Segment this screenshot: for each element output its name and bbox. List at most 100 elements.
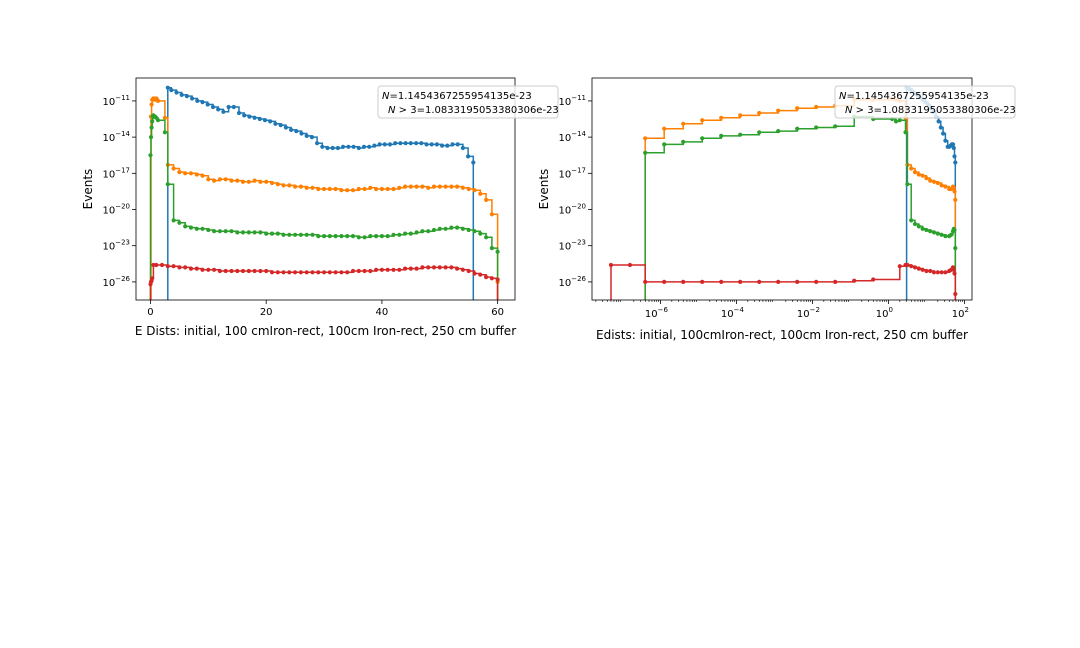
series-3-point	[776, 129, 781, 134]
legend-line-1: N=1.1454367255954135e-23	[382, 91, 532, 102]
series-2-point	[738, 113, 743, 118]
series-3-point	[916, 224, 921, 229]
series-3-point	[316, 234, 321, 239]
series-1-point	[221, 109, 226, 114]
series-3-point	[931, 230, 937, 235]
series-4-point	[350, 268, 356, 274]
legend-box	[834, 85, 1016, 119]
series-2-point	[935, 180, 940, 186]
series-3-point	[162, 130, 167, 135]
series-4-point	[339, 270, 344, 275]
series-3-point	[924, 227, 929, 233]
series-4-point	[833, 279, 838, 284]
series-3	[148, 113, 500, 300]
xtick-exponent: 2	[965, 306, 969, 314]
series-4-point	[928, 268, 933, 274]
xtick-exponent: −6	[658, 306, 669, 314]
series-4-point	[420, 265, 425, 270]
series-4-point	[356, 268, 361, 274]
series-1-point	[165, 85, 170, 90]
series-3-point	[397, 232, 402, 237]
series-1-point	[434, 142, 439, 147]
series-4-point	[757, 279, 762, 284]
series-1-point	[938, 125, 943, 130]
series-1-point	[169, 88, 174, 93]
series-2-point	[269, 180, 275, 186]
legend: N=1.1454367255954135e-23 N > 3=1.08331950…	[377, 85, 559, 119]
series-4-point	[165, 264, 170, 269]
legend-line-2: N > 3=1.0833195053380306e-23	[845, 105, 1016, 116]
series-2-point	[931, 179, 937, 184]
series-4-point	[310, 270, 315, 275]
series-2-point	[287, 183, 292, 188]
series-4-point	[258, 268, 263, 274]
series-2-point	[397, 185, 402, 190]
series-3-point	[235, 230, 240, 235]
series-1-point	[289, 127, 294, 132]
series-1-point	[424, 142, 429, 147]
series-4-point	[700, 279, 705, 284]
series-2-point	[437, 184, 442, 189]
series-4-point	[871, 277, 876, 282]
series-4-point	[443, 265, 448, 270]
series-1-point	[200, 100, 205, 105]
xtick-label: 20	[260, 307, 273, 318]
series-2-point	[795, 106, 800, 111]
series-2-point	[183, 171, 188, 176]
series-2-point	[188, 171, 194, 176]
series-3-point	[403, 231, 408, 236]
series-2-point	[149, 102, 154, 107]
series-3-point	[391, 232, 396, 237]
series-4-point	[478, 272, 483, 277]
series-2-point	[681, 121, 686, 126]
legend-var: N	[382, 91, 390, 102]
ytick-label: 10−20	[558, 203, 586, 217]
series-1-point	[367, 144, 372, 149]
series-3-point	[252, 230, 257, 235]
ytick-label: 10−23	[558, 239, 586, 253]
series-1-point	[361, 144, 367, 149]
series-1-point	[419, 141, 424, 146]
ytick-exponent: −11	[115, 94, 130, 102]
series-3-point	[437, 226, 442, 231]
series-4-point	[852, 278, 857, 283]
series-2-point	[408, 184, 413, 189]
series-4-line	[610, 264, 957, 300]
series-2-point	[478, 191, 483, 196]
series-1-point	[195, 98, 200, 103]
series-3-point	[443, 226, 448, 231]
series-2-point	[449, 184, 454, 189]
series-1-point	[184, 94, 189, 99]
series-4-point	[171, 264, 176, 269]
ytick-base: 10	[102, 242, 115, 253]
series-4-point	[643, 279, 648, 284]
series-2-point	[952, 189, 957, 194]
series-3-point	[495, 249, 500, 254]
series-3-point	[374, 234, 379, 239]
series-4-point	[293, 270, 298, 275]
series-2-point	[223, 177, 228, 182]
series-4-point	[264, 268, 269, 274]
series-2-line	[644, 97, 957, 300]
ytick-exponent: −26	[571, 275, 586, 283]
series-1-point	[278, 123, 283, 128]
series-2-point	[414, 184, 419, 189]
series-1-point	[252, 115, 257, 120]
series-1-point	[471, 160, 476, 165]
series-2-point	[206, 177, 211, 182]
series-4-point	[397, 267, 402, 272]
series-3-point	[287, 232, 292, 237]
series-2-point	[385, 186, 390, 192]
series-1-point	[953, 160, 958, 165]
series-3-point	[379, 234, 384, 239]
ytick-exponent: −14	[571, 130, 586, 138]
legend-line-2: N > 3=1.0833195053380306e-23	[388, 105, 559, 116]
series-1-point	[174, 90, 179, 95]
series-2-point	[391, 186, 396, 192]
series-4-point	[931, 270, 937, 275]
series-2-point	[298, 184, 303, 189]
series-4-point	[920, 267, 925, 272]
series-3-point	[362, 235, 367, 240]
ytick-base: 10	[102, 206, 115, 217]
series-2-point	[356, 186, 361, 192]
